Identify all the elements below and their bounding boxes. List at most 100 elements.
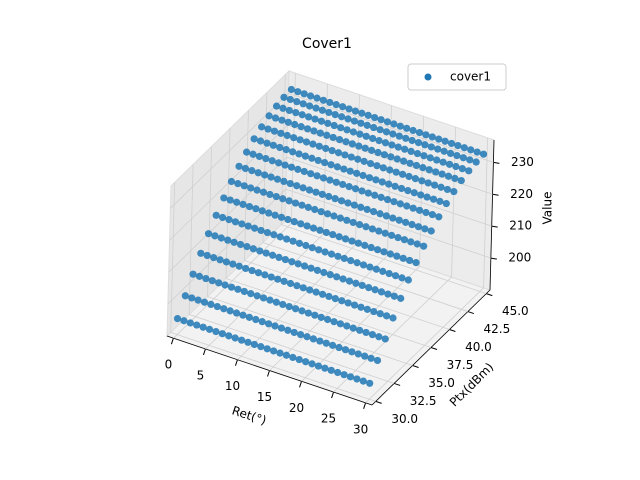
y-tick [430, 347, 438, 350]
point [278, 116, 286, 124]
point [364, 111, 372, 119]
point [286, 95, 294, 104]
point [353, 259, 361, 267]
point [288, 258, 296, 266]
point [243, 148, 251, 156]
point [408, 220, 416, 229]
point [381, 139, 390, 147]
point [341, 235, 350, 243]
point [290, 134, 298, 142]
point [379, 267, 387, 275]
point [367, 354, 375, 362]
point [280, 177, 288, 186]
point [324, 119, 332, 127]
point [310, 127, 318, 135]
point [345, 277, 354, 285]
point [312, 104, 320, 112]
point [263, 139, 271, 147]
point [322, 339, 330, 347]
point [294, 165, 302, 173]
x-tick [363, 402, 367, 410]
point [284, 215, 292, 224]
point [294, 88, 302, 96]
point [358, 109, 366, 117]
point [391, 182, 399, 190]
point [362, 132, 370, 140]
point [211, 232, 219, 240]
point [366, 263, 374, 271]
point [308, 360, 316, 368]
point [427, 227, 435, 235]
point [359, 261, 368, 269]
z-tick-label: 230 [511, 155, 534, 169]
point [396, 200, 404, 208]
z-tick [490, 257, 497, 260]
point [336, 214, 344, 222]
point [282, 351, 291, 359]
point [409, 204, 417, 212]
point [245, 313, 253, 321]
x-tick-label: 10 [225, 379, 240, 393]
y-tick-label: 45.0 [502, 304, 529, 318]
x-tick-label: 25 [321, 412, 336, 426]
point [351, 185, 360, 193]
point [406, 159, 414, 167]
point [302, 138, 311, 146]
point [331, 295, 339, 303]
y-grid-line [170, 332, 376, 402]
point [363, 205, 371, 214]
point [343, 126, 351, 134]
point [283, 235, 291, 243]
point [302, 241, 310, 250]
point [221, 281, 229, 289]
point [412, 259, 420, 267]
z-tick [491, 225, 498, 228]
point [217, 234, 225, 242]
points [173, 85, 488, 387]
point [364, 189, 372, 197]
point [398, 274, 406, 282]
point [238, 220, 246, 228]
point [384, 290, 392, 298]
point [365, 283, 373, 292]
y-tick-label: 37.5 [447, 358, 474, 372]
point [271, 114, 280, 122]
point [250, 135, 258, 143]
point [296, 136, 304, 144]
z-grid-line [167, 188, 287, 305]
point [303, 125, 312, 133]
point [375, 333, 383, 341]
point [385, 269, 393, 278]
point [298, 201, 306, 209]
point [361, 352, 369, 360]
point [414, 139, 423, 147]
point [350, 301, 359, 309]
point [424, 179, 432, 187]
point [376, 126, 384, 134]
point [390, 292, 398, 300]
x-grid-line [355, 94, 360, 245]
point [354, 155, 362, 163]
point [458, 165, 466, 173]
point [365, 174, 374, 182]
point [234, 285, 242, 293]
y-tick [375, 400, 382, 404]
point [400, 236, 409, 244]
point [338, 297, 346, 305]
point [431, 181, 439, 189]
point [314, 362, 323, 370]
point [399, 254, 407, 262]
point [245, 202, 254, 211]
point [287, 85, 295, 94]
point [400, 157, 408, 165]
point [267, 273, 275, 281]
point [443, 185, 452, 194]
point [268, 157, 276, 165]
point [306, 92, 315, 100]
point [407, 147, 415, 156]
point [222, 258, 231, 266]
axis-line [489, 139, 495, 291]
point [280, 277, 288, 285]
y-grid-line [188, 164, 194, 315]
y-grid-line [281, 224, 487, 294]
